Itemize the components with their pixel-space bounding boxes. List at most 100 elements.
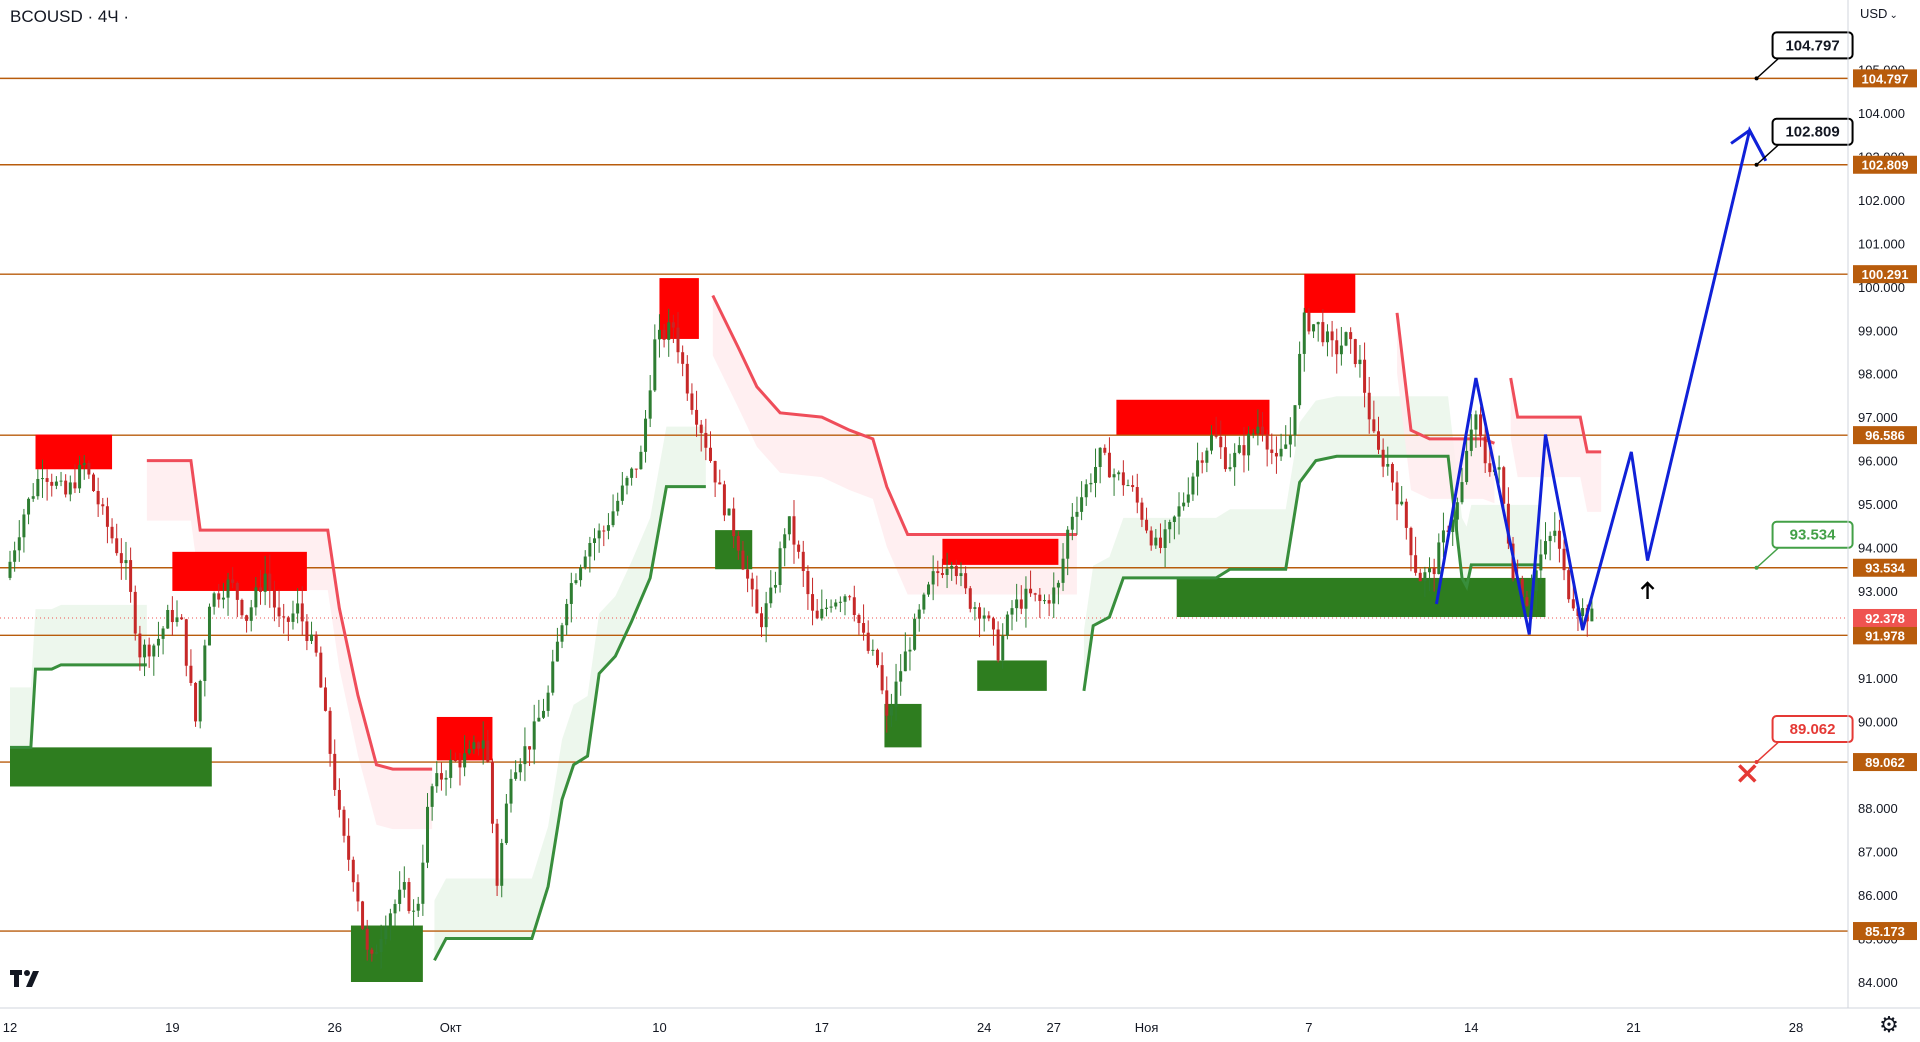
candle-body	[1214, 435, 1218, 437]
supply-zone-5	[1116, 399, 1270, 435]
candle-body	[871, 649, 875, 651]
callout-label-93.534: 93.534	[1790, 527, 1837, 544]
candle-body	[704, 432, 708, 448]
callout-pointer	[1756, 547, 1780, 569]
candle-body	[13, 550, 17, 562]
candle-body	[797, 544, 801, 552]
candle-body	[736, 536, 740, 551]
candle-body	[105, 506, 109, 527]
candle-body	[880, 665, 884, 691]
candle-body	[1233, 452, 1237, 468]
candle-body	[1010, 608, 1014, 615]
candle-body	[356, 882, 360, 902]
candle-body	[245, 615, 249, 621]
candle-body	[1131, 485, 1135, 488]
candle-body	[1483, 436, 1487, 464]
candle-body	[1284, 444, 1288, 449]
candle-body	[388, 913, 392, 927]
callout-dot	[1754, 162, 1759, 167]
candle-body	[96, 491, 100, 505]
candle-body	[453, 759, 457, 761]
candle-body	[319, 652, 323, 688]
candle-body	[129, 560, 133, 592]
candle-body	[1423, 572, 1427, 582]
candle-body	[588, 543, 592, 557]
level-price-label-89.062: 89.062	[1865, 755, 1905, 770]
currency-selector[interactable]: USD ⌄	[1860, 6, 1898, 21]
candle-body	[31, 496, 35, 499]
candle-body	[1488, 463, 1492, 473]
candle-body	[973, 607, 977, 609]
candle-body	[1168, 521, 1172, 530]
callout-box	[1771, 715, 1854, 744]
candle-body	[1070, 516, 1074, 530]
symbol-title[interactable]: BCOUSD · 4Ч ·	[10, 7, 130, 26]
candle-body	[1502, 467, 1506, 504]
candle-body	[1121, 472, 1125, 486]
time-tick-label: Окт	[439, 1020, 462, 1035]
candle-body	[1567, 570, 1571, 600]
candle-body	[978, 607, 982, 619]
price-tick-label: 87.000	[1858, 845, 1898, 860]
time-tick-label: Ноя	[1134, 1020, 1159, 1035]
candle-body	[1103, 447, 1107, 453]
candle-body	[1372, 419, 1376, 432]
candle-body	[1590, 608, 1594, 622]
candle-body	[101, 504, 105, 507]
candle-body	[644, 418, 648, 452]
demand-zone-4	[977, 660, 1047, 691]
candle-body	[1455, 502, 1459, 520]
level-price-tag	[1853, 922, 1917, 941]
candle-body	[328, 710, 332, 754]
candle-body	[750, 578, 754, 590]
candle-body	[40, 478, 44, 480]
candle-body	[198, 680, 202, 722]
candle-body	[690, 393, 694, 410]
current-price-tag	[1853, 608, 1917, 627]
candle-body	[1543, 541, 1547, 555]
chevron-down-icon: ⌄	[1889, 10, 1898, 21]
level-price-label-91.978: 91.978	[1865, 628, 1905, 643]
gear-icon[interactable]: ⚙	[1879, 1012, 1899, 1037]
level-price-label-104.797: 104.797	[1862, 71, 1909, 86]
candle-body	[885, 690, 889, 716]
candle-body	[848, 596, 852, 598]
candle-body	[606, 525, 610, 531]
candle-body	[838, 601, 842, 603]
candle-body	[1414, 555, 1418, 573]
candle-body	[908, 649, 912, 652]
level-price-label-85.173: 85.173	[1865, 924, 1905, 939]
candle-body	[180, 617, 184, 620]
candle-body	[820, 608, 824, 619]
candle-body	[940, 573, 944, 575]
candle-body	[1465, 450, 1469, 483]
candle-body	[138, 633, 142, 658]
callout-label-102.809: 102.809	[1785, 124, 1839, 141]
time-tick-label: 7	[1305, 1020, 1313, 1035]
candle-body	[518, 764, 522, 773]
candle-body	[695, 409, 699, 425]
candle-body	[1395, 482, 1399, 505]
candle-body	[866, 632, 870, 651]
candle-body	[1548, 535, 1552, 542]
candle-body	[718, 482, 722, 485]
candle-body	[36, 478, 40, 497]
candle-body	[92, 474, 96, 492]
candle-body	[1349, 332, 1353, 340]
candle-body	[903, 651, 907, 672]
candle-body	[760, 613, 764, 628]
candle-body	[1460, 482, 1464, 503]
price-tick-label: 84.000	[1858, 975, 1898, 990]
tradingview-logo-icon[interactable]	[10, 968, 46, 996]
candle-body	[78, 465, 82, 489]
candle-body	[1098, 447, 1102, 467]
level-price-tag	[1853, 558, 1917, 577]
candle-body	[495, 823, 499, 886]
candle-body	[323, 687, 327, 711]
time-axis[interactable]: 12 19 26 Окт 10 17 24 27 Ноя 7 14 21 28	[0, 1008, 1848, 1042]
price-tick-label: 94.000	[1858, 541, 1898, 556]
level-price-label-102.809: 102.809	[1862, 158, 1909, 173]
time-tick-label: 10	[652, 1020, 667, 1035]
